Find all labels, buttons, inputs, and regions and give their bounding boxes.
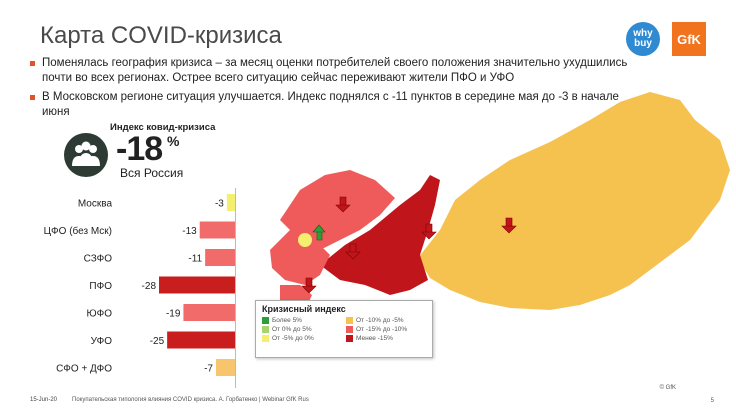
logos: why buy GfK [626,22,706,56]
bullet-list: Поменялась география кризиса – за месяц … [30,56,630,124]
bar-value-label: -13 [182,226,197,237]
category-label: Москва [78,199,113,210]
whybuy-logo: why buy [626,22,660,56]
map-legend: Кризисный индекс Более 5% От -10% до -5%… [255,300,433,358]
legend-item: Более 5% [262,317,342,324]
index-label: Индекс ковид-кризиса [110,122,216,133]
people-group-icon [64,133,108,177]
category-label: СФО + ДФО [56,364,112,375]
arrow-up-icon [312,224,326,241]
bar [216,359,235,376]
bullet-item: Поменялась география кризиса – за месяц … [30,56,630,86]
russia-map [270,92,730,316]
legend-item: От 0% до 5% [262,326,342,333]
arrow-down-icon [301,277,317,294]
index-region: Вся Россия [120,166,184,180]
map-region-siberia-fareast [418,92,730,310]
legend-title: Кризисный индекс [262,304,346,314]
regional-bar-chart: -3 Москва -13 ЦФО (без Мск) -11 СЗФО -28 ПФО -19… [44,194,235,376]
bar [183,304,235,321]
page-number: 5 [710,398,714,404]
arrow-down-icon [501,217,517,234]
legend-swatch [262,335,269,342]
gfk-logo: GfK [672,22,706,56]
bar-value-label: -19 [166,309,181,320]
bar [199,221,235,239]
bar [167,331,235,349]
legend-swatch [262,317,269,324]
bar-value-label: -3 [215,199,224,210]
page-title: Карта COVID-кризиса [40,22,282,49]
legend-swatch [262,326,269,333]
category-label: УФО [91,336,113,347]
bar [205,249,235,266]
legend-swatch [346,317,353,324]
category-label: ЦФО (без Мск) [44,225,112,237]
map-region-northwest [280,170,395,250]
index-value: -18 [116,130,163,168]
map-region-moscow [298,233,312,247]
category-label: ЮФО [87,309,113,320]
map-region-volga-urals [320,175,440,295]
legend-item: От -10% до -5% [346,317,426,324]
bar-value-label: -28 [142,281,157,292]
bullet-item: В Московском регионе ситуация улучшается… [30,90,630,120]
arrow-down-icon [421,223,437,240]
category-label: СЗФО [84,254,113,265]
footer-text: Покупательская типология влияния COVID к… [72,397,309,403]
copyright: © GfK [659,385,676,391]
bar-value-label: -7 [204,364,213,375]
footer-date: 15-Jun-20 [30,397,58,403]
arrow-down-icon [345,243,361,260]
bar-value-label: -11 [188,254,202,265]
bar [226,194,235,211]
arrow-down-icon [335,196,351,213]
legend-item: От -15% до -10% [346,326,426,333]
category-label: ПФО [89,281,112,292]
chart-axis-line [235,188,236,388]
map-region-center [270,230,330,285]
bar-value-label: -25 [150,336,165,347]
index-unit: % [167,133,180,149]
bar [159,276,235,294]
legend-item: От -5% до 0% [262,335,342,342]
legend-swatch [346,326,353,333]
legend-item: Менее -15% [346,335,426,342]
legend-swatch [346,335,353,342]
